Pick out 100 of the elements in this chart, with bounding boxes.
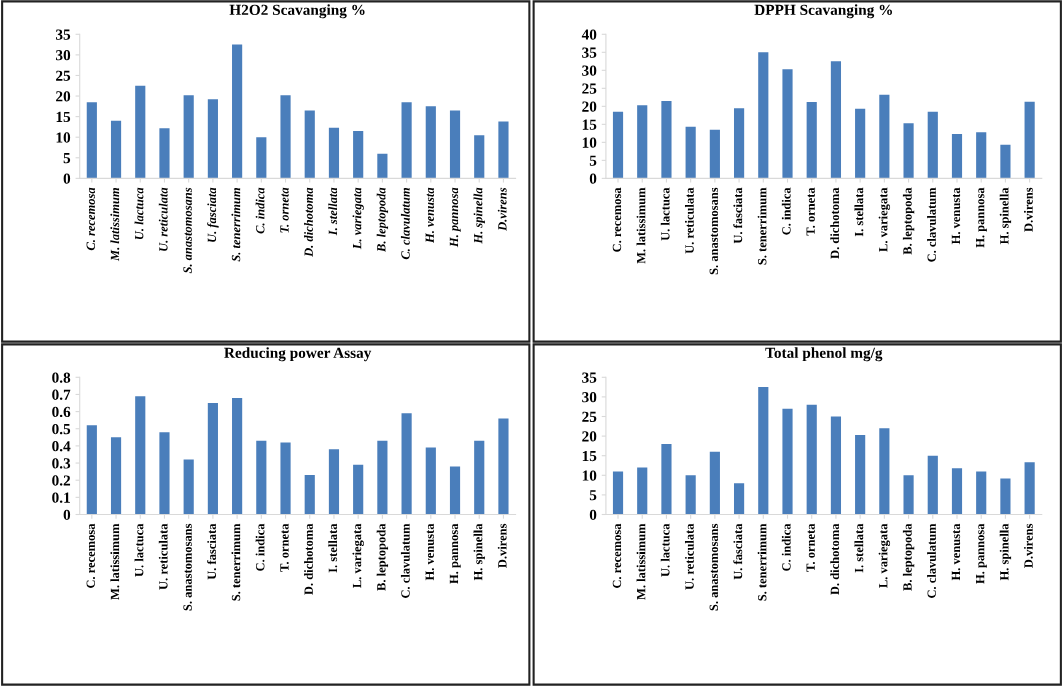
- x-tick-label: C. clavulatum: [400, 523, 410, 598]
- y-tick-label: 35: [55, 29, 71, 40]
- x-tick-label: S. anastomosans: [183, 187, 192, 274]
- y-tick-label: 5: [589, 490, 597, 501]
- x-tick-label: I. stellata: [328, 187, 338, 236]
- bar: [135, 85, 146, 179]
- bar: [110, 120, 122, 179]
- bar: [425, 447, 436, 515]
- y-tick-label: 35: [582, 47, 597, 58]
- y-tick-label: 20: [582, 431, 597, 442]
- x-tick-label: D.virens: [497, 187, 507, 231]
- x-tick-label: H. spinella: [999, 523, 1012, 581]
- bar: [782, 69, 793, 179]
- x-tick-label: H. pannosa: [449, 187, 461, 248]
- bar: [903, 123, 914, 179]
- y-tick-label: 25: [582, 83, 597, 94]
- bar: [758, 387, 769, 515]
- x-tick-label: C. recemosa: [86, 187, 96, 251]
- y-tick-label: 20: [582, 101, 597, 112]
- bar: [734, 108, 745, 179]
- bar: [183, 95, 194, 179]
- bar: [159, 432, 170, 515]
- y-tick-label: 0.8: [52, 372, 71, 383]
- x-tick-label: U. fasciata: [733, 523, 743, 580]
- x-tick-label: T. orneta: [806, 187, 815, 236]
- y-tick-label: 0.3: [52, 458, 71, 469]
- bar: [353, 131, 364, 179]
- bar: [449, 110, 461, 179]
- bar: [159, 128, 170, 179]
- x-tick-label: H. pannosa: [976, 523, 987, 584]
- bar: [661, 100, 672, 179]
- x-tick-label: U. fasciata: [207, 523, 217, 580]
- bar: [951, 134, 963, 179]
- bar: [806, 102, 817, 179]
- bar: [976, 132, 987, 179]
- y-tick-label: 0.6: [52, 406, 71, 418]
- x-tick-label: C. recemosa: [86, 523, 96, 588]
- x-tick-label: T. orneta: [280, 523, 289, 572]
- x-tick-label: H. pannosa: [976, 187, 987, 248]
- x-tick-label: L. variegata: [878, 523, 891, 588]
- x-tick-label: M. latissimum: [110, 187, 120, 262]
- bar: [280, 95, 291, 179]
- y-tick-label: 25: [582, 411, 597, 422]
- x-tick-label: D.virens: [1023, 523, 1033, 568]
- x-tick-label: U. lactuca: [660, 187, 670, 241]
- y-tick-label: 10: [56, 132, 71, 143]
- y-tick-label: 15: [582, 450, 597, 462]
- x-tick-label: S. tenerrimum: [757, 523, 767, 601]
- bar: [1000, 478, 1011, 515]
- x-tick-label: C. indica: [255, 523, 265, 571]
- bar: [110, 437, 122, 515]
- x-tick-label: H. venusta: [425, 523, 434, 581]
- bar: [1024, 101, 1035, 179]
- y-tick-label: 20: [56, 91, 71, 102]
- x-tick-label: H. venusta: [425, 187, 434, 244]
- x-tick-label: H. spinella: [473, 187, 485, 244]
- bar: [1000, 144, 1011, 179]
- bar: [976, 471, 987, 515]
- x-tick-label: B. leptopoda: [902, 187, 915, 255]
- x-tick-label: D. dichotoma: [304, 523, 313, 595]
- x-tick-label: D. dichotoma: [830, 187, 840, 259]
- y-tick-label: 0.5: [52, 423, 71, 435]
- y-tick-label: 30: [582, 65, 597, 76]
- x-tick-label: H. spinella: [999, 187, 1012, 245]
- bar: [377, 153, 388, 179]
- x-tick-label: M. latissimum: [636, 187, 646, 264]
- y-tick-label: 40: [581, 29, 597, 40]
- y-tick-label: 0: [589, 509, 597, 520]
- bar: [304, 475, 315, 515]
- x-tick-label: U. reticulata: [158, 523, 168, 590]
- x-tick-label: T. orneta: [806, 523, 815, 572]
- x-tick-label: D.virens: [1023, 187, 1033, 232]
- y-tick-label: 15: [56, 111, 71, 123]
- y-tick-label: 5: [589, 155, 597, 166]
- x-tick-label: L. variegata: [352, 523, 364, 588]
- x-tick-label: I. stellata: [854, 187, 864, 237]
- bar: [474, 135, 485, 179]
- bar: [207, 403, 218, 515]
- bar: [782, 408, 793, 515]
- bar: [951, 468, 963, 515]
- x-tick-label: C. indica: [781, 523, 791, 571]
- x-tick-label: I. stellata: [854, 523, 864, 573]
- bar: [256, 137, 267, 179]
- bar: [879, 428, 890, 515]
- bar: [135, 396, 146, 515]
- x-tick-label: U. fasciata: [733, 187, 743, 244]
- y-tick-label: 5: [63, 153, 71, 164]
- bar: [328, 449, 340, 515]
- bar: [232, 44, 243, 179]
- bar: [328, 127, 340, 179]
- y-tick-label: 0.2: [52, 475, 71, 486]
- bar: [377, 440, 388, 515]
- bar: [685, 475, 696, 515]
- chart-title: Reducing power Assay: [224, 347, 372, 362]
- bar: [207, 99, 218, 179]
- x-tick-label: U. lactuca: [660, 523, 670, 577]
- bar: [637, 467, 648, 515]
- y-tick-label: 0.4: [52, 441, 71, 452]
- y-tick-label: 35: [582, 372, 597, 383]
- bar: [425, 106, 436, 179]
